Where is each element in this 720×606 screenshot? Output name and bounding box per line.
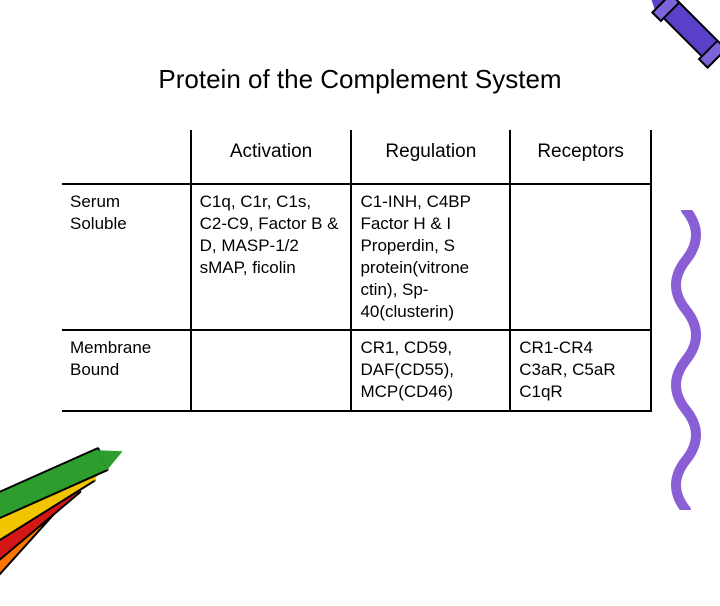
cell: CR1-CR4 C3aR, C5aR C1qR — [510, 330, 651, 410]
row-serum-soluble: Serum Soluble — [62, 184, 191, 331]
page-title: Protein of the Complement System — [0, 64, 720, 95]
squiggle-icon — [666, 210, 706, 510]
crayons-icon — [0, 360, 160, 580]
table-header-row: Activation Regulation Receptors — [62, 130, 651, 184]
col-regulation: Regulation — [351, 130, 510, 184]
col-receptors: Receptors — [510, 130, 651, 184]
table-corner — [62, 130, 191, 184]
cell — [510, 184, 651, 331]
crayon-icon — [607, 0, 720, 113]
cell: C1q, C1r, C1s, C2-C9, Factor B & D, MASP… — [191, 184, 352, 331]
table-row: Serum Soluble C1q, C1r, C1s, C2-C9, Fact… — [62, 184, 651, 331]
cell — [191, 330, 352, 410]
cell: C1-INH, C4BP Factor H & I Properdin, S p… — [351, 184, 510, 331]
cell: CR1, CD59, DAF(CD55), MCP(CD46) — [351, 330, 510, 410]
col-activation: Activation — [191, 130, 352, 184]
